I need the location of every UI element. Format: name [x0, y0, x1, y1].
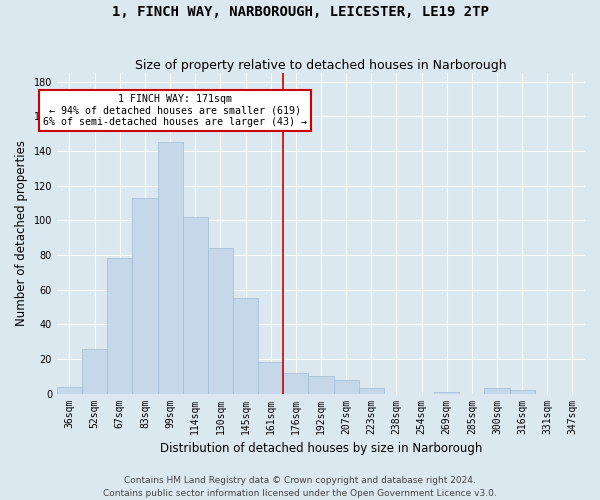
Bar [509, 390, 535, 394]
Bar [359, 388, 384, 394]
Bar [158, 142, 182, 394]
Bar [182, 217, 208, 394]
Bar [283, 373, 308, 394]
Title: Size of property relative to detached houses in Narborough: Size of property relative to detached ho… [135, 59, 507, 72]
Bar [133, 198, 158, 394]
Y-axis label: Number of detached properties: Number of detached properties [15, 140, 28, 326]
Bar [434, 392, 459, 394]
X-axis label: Distribution of detached houses by size in Narborough: Distribution of detached houses by size … [160, 442, 482, 455]
Text: 1 FINCH WAY: 171sqm
← 94% of detached houses are smaller (619)
6% of semi-detach: 1 FINCH WAY: 171sqm ← 94% of detached ho… [43, 94, 307, 127]
Bar [334, 380, 359, 394]
Bar [308, 376, 334, 394]
Bar [57, 386, 82, 394]
Bar [107, 258, 133, 394]
Bar [208, 248, 233, 394]
Bar [484, 388, 509, 394]
Bar [82, 348, 107, 394]
Bar [233, 298, 258, 394]
Text: 1, FINCH WAY, NARBOROUGH, LEICESTER, LE19 2TP: 1, FINCH WAY, NARBOROUGH, LEICESTER, LE1… [112, 5, 488, 19]
Bar [258, 362, 283, 394]
Text: Contains HM Land Registry data © Crown copyright and database right 2024.
Contai: Contains HM Land Registry data © Crown c… [103, 476, 497, 498]
